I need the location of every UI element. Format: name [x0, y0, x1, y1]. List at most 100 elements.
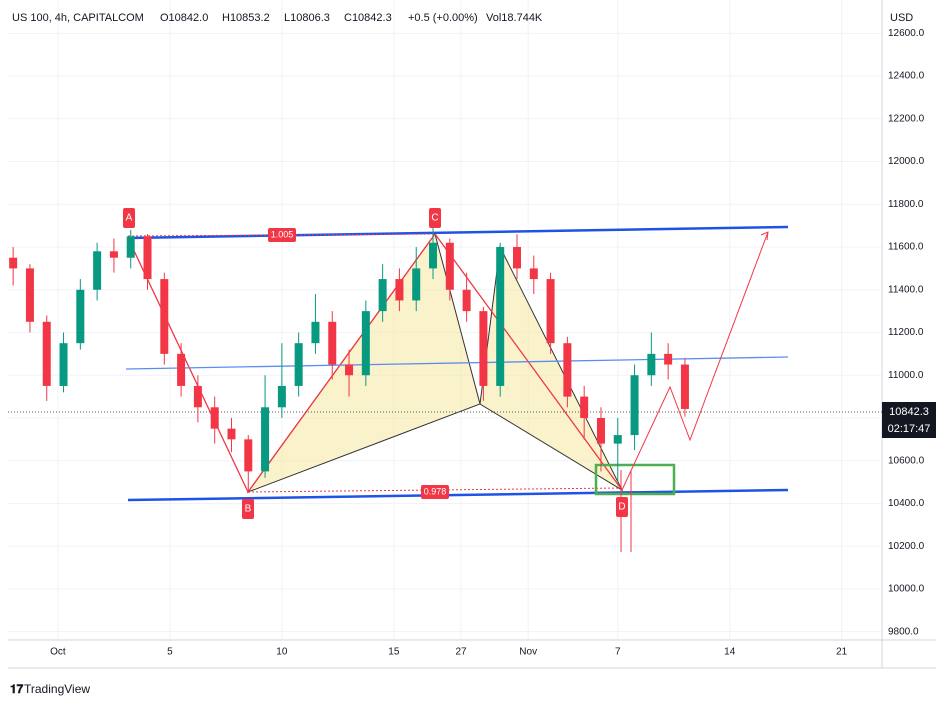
header: US 100, 4h, CAPITALCOM O10842.0 H10853.2…	[12, 12, 543, 24]
x-tick-label: 5	[167, 647, 173, 658]
label-box	[123, 208, 135, 228]
symbol: US 100, 4h, CAPITALCOM	[12, 12, 144, 24]
x-tick-label: 10	[276, 647, 288, 658]
y-tick-label: 12000.0	[888, 156, 925, 167]
pattern-labels: A C B D 1.005 0.978	[123, 208, 628, 519]
candle-body	[378, 279, 387, 312]
logo: 𝟏𝟕	[10, 682, 24, 696]
candle-body	[25, 268, 34, 322]
candle-body	[277, 385, 286, 408]
label-box	[616, 497, 628, 517]
candle-body	[42, 321, 51, 386]
ratio-label: 1.005	[271, 229, 294, 239]
candle-body	[630, 375, 639, 436]
candle-body	[479, 311, 488, 386]
y-tick-label: 10200.0	[888, 541, 925, 552]
candle-body	[647, 353, 656, 376]
trend-line	[125, 356, 789, 370]
candle-body	[143, 236, 152, 280]
y-tick-label: 10600.0	[888, 455, 925, 466]
currency: USD	[890, 12, 913, 24]
candle-body	[664, 353, 673, 365]
y-tick-label: 11800.0	[888, 199, 924, 210]
y-tick-label: 10000.0	[888, 584, 925, 595]
candle-body	[462, 289, 471, 312]
candle-body	[311, 321, 320, 344]
x-tick-label: 15	[388, 647, 400, 658]
candle-body	[613, 435, 622, 444]
y-tick-label: 11200.0	[888, 327, 924, 338]
candle-body	[160, 279, 169, 354]
countdown: 02:17:47	[888, 423, 931, 435]
projection	[621, 231, 769, 491]
candle-body	[126, 236, 135, 258]
candle-body	[512, 247, 521, 269]
ohlc-low: L10806.3	[284, 12, 330, 24]
point-label: C	[431, 213, 438, 224]
candle-body	[680, 364, 689, 409]
candle-body	[328, 321, 337, 365]
candle-body	[429, 242, 438, 269]
change: +0.5 (+0.00%)	[408, 12, 478, 24]
projection-arrow	[760, 231, 769, 241]
y-tick-label: 11400.0	[888, 284, 924, 295]
candle-body	[261, 407, 270, 472]
candle-body	[412, 268, 421, 301]
candle-body	[227, 428, 236, 440]
x-tick-label: 27	[455, 647, 467, 658]
trend-line	[127, 488, 789, 502]
label-box	[242, 499, 254, 519]
candle-body	[345, 364, 354, 376]
candle-body	[9, 257, 18, 269]
x-tick-label: 14	[724, 647, 736, 658]
candle-body	[529, 268, 538, 280]
candle-body	[445, 242, 454, 290]
point-label: D	[618, 502, 625, 513]
candle-body	[596, 417, 605, 444]
x-tick-label: 21	[836, 647, 848, 658]
label-box	[421, 485, 449, 499]
label-box	[429, 208, 441, 228]
y-tick-label: 12400.0	[888, 71, 925, 82]
candle-body	[93, 251, 102, 290]
candle-body	[580, 396, 589, 418]
trend-line	[127, 225, 789, 240]
candle-body	[177, 353, 186, 386]
candle-body	[361, 311, 370, 376]
candle-body	[546, 279, 555, 344]
candle-body	[244, 439, 253, 472]
last-price: 10842.3	[889, 406, 929, 418]
candle-body	[395, 279, 404, 301]
y-tick-label: 12200.0	[888, 113, 925, 124]
point-label: A	[126, 213, 133, 224]
y-tick-label: 11000.0	[888, 370, 924, 381]
price-tag	[882, 402, 936, 438]
candle-body	[563, 343, 572, 397]
candle-body	[496, 247, 505, 386]
candles	[9, 227, 689, 493]
candle-body	[210, 407, 219, 429]
point-label: B	[245, 504, 252, 515]
candle-body	[109, 251, 118, 258]
label-box	[268, 228, 296, 242]
y-tick-label: 10400.0	[888, 498, 925, 509]
x-tick-label: 7	[615, 647, 621, 658]
candle-body	[193, 385, 202, 408]
ratio-label: 0.978	[424, 486, 447, 496]
x-tick-label: Oct	[50, 647, 66, 658]
target-zone	[594, 463, 676, 496]
y-tick-label: 12600.0	[888, 28, 925, 39]
y-tick-label: 9800.0	[888, 626, 919, 637]
candle-body	[59, 343, 68, 386]
ohlc-high: H10853.2	[222, 12, 270, 24]
y-tick-label: 11600.0	[888, 242, 924, 253]
brand: TradingView	[24, 682, 90, 696]
ohlc-close: C10842.3	[344, 12, 392, 24]
x-tick-label: Nov	[519, 647, 537, 658]
candle-body	[76, 289, 85, 344]
pattern-fill	[479, 245, 624, 492]
volume: Vol18.744K	[486, 12, 543, 24]
candle-body	[294, 343, 303, 386]
